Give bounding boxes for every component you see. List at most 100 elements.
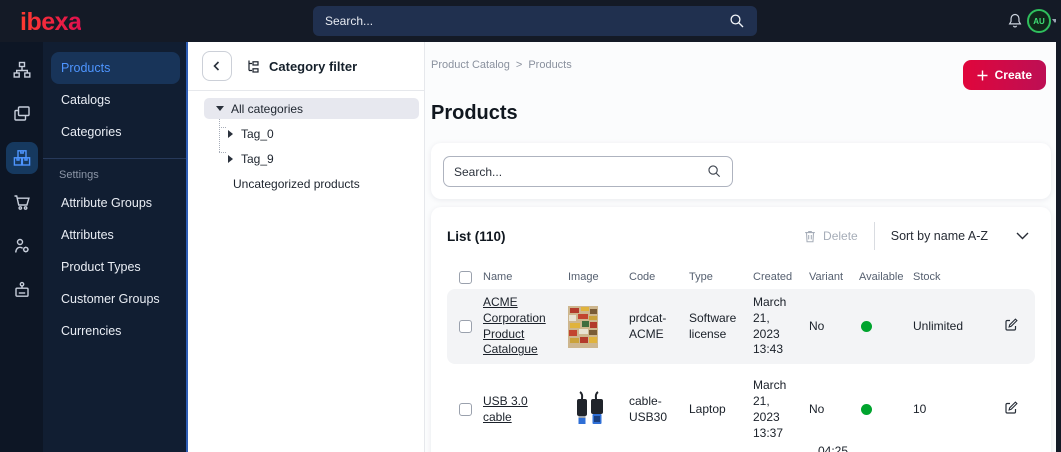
menu-item-product-types[interactable]: Product Types — [61, 260, 141, 274]
ibexa-logo: ibexa — [20, 8, 82, 36]
column-header-created[interactable]: Created — [753, 270, 793, 283]
menu-item-products[interactable]: Products — [51, 52, 180, 84]
category-filter-panel: Category filter All categories Tag_0 Tag… — [188, 42, 425, 452]
cart-icon — [14, 195, 30, 210]
product-thumbnail — [568, 305, 598, 348]
delete-button[interactable]: Delete — [803, 229, 858, 244]
category-filter-header: Category filter — [188, 42, 424, 90]
available-status-dot — [861, 321, 872, 333]
product-created: March 21, 2023 13:43 — [753, 295, 787, 357]
table-row[interactable]: USB 3.0 cable cable-USB30 Laptop March 2… — [447, 372, 1035, 447]
product-list-card: List (110) Delete Sort by name A-Z Name … — [431, 207, 1051, 452]
delete-button-label: Delete — [823, 229, 858, 243]
tree-item-tag-9[interactable]: Tag_9 — [188, 148, 424, 169]
table-header: Name Image Code Type Created Variant Ava… — [447, 265, 1035, 289]
tree-connector — [219, 152, 226, 153]
rail-item-cart[interactable] — [6, 186, 38, 218]
toolbar-divider — [873, 222, 875, 250]
breadcrumb: Product Catalog > Products — [431, 59, 572, 71]
tree-item-label: Uncategorized products — [233, 176, 360, 191]
rail-item-badge[interactable] — [6, 274, 38, 306]
column-header-available[interactable]: Available — [859, 270, 904, 283]
row-checkbox[interactable] — [459, 403, 472, 417]
edit-button[interactable] — [999, 317, 1023, 336]
product-variant: No — [809, 402, 825, 417]
user-avatar[interactable]: AU — [1027, 9, 1051, 33]
table-row[interactable]: ACME Corporation Product Catalogue prdca… — [447, 289, 1035, 365]
column-header-type[interactable]: Type — [689, 270, 713, 283]
edit-icon — [1005, 318, 1018, 331]
list-title: List (110) — [447, 228, 506, 244]
create-button[interactable]: Create — [962, 60, 1046, 90]
tree-item-uncategorized[interactable]: Uncategorized products — [188, 173, 424, 194]
category-tree-icon — [248, 60, 259, 73]
chevron-left-icon — [213, 61, 220, 71]
partial-row-created-time: 04:25 — [818, 444, 849, 452]
breadcrumb-product-catalog[interactable]: Product Catalog — [431, 59, 510, 71]
trash-icon — [805, 230, 815, 242]
window-edge-strip — [1056, 0, 1061, 452]
search-icon — [730, 14, 744, 28]
product-code: prdcat-ACME — [629, 310, 667, 341]
collapse-panel-button[interactable] — [202, 51, 232, 81]
menu-item-customer-groups[interactable]: Customer Groups — [61, 292, 160, 306]
product-type: Laptop — [689, 402, 726, 417]
list-toolbar: List (110) Delete Sort by name A-Z — [447, 207, 1035, 265]
sort-dropdown-label: Sort by name A-Z — [890, 229, 988, 243]
row-checkbox[interactable] — [459, 320, 472, 334]
list-search[interactable] — [443, 156, 733, 187]
menu-item-currencies[interactable]: Currencies — [61, 324, 122, 338]
chevron-down-icon — [1016, 232, 1029, 240]
column-header-code[interactable]: Code — [629, 270, 656, 283]
rail-item-pages[interactable] — [6, 98, 38, 130]
create-button-label: Create — [994, 68, 1032, 82]
breadcrumb-products[interactable]: Products — [528, 59, 572, 71]
column-header-stock[interactable]: Stock — [913, 270, 941, 283]
tree-item-label: Tag_0 — [241, 126, 274, 141]
tree-connector — [219, 111, 220, 152]
pages-icon — [13, 106, 30, 121]
global-search-input[interactable] — [325, 14, 729, 28]
search-icon — [708, 165, 721, 178]
page-title: Products — [431, 102, 518, 124]
product-type: Software license — [689, 310, 737, 341]
product-boxes-icon — [13, 150, 30, 166]
search-card — [431, 143, 1051, 199]
plus-icon — [977, 70, 988, 80]
product-stock: Unlimited — [913, 318, 964, 333]
breadcrumb-separator: > — [515, 59, 523, 71]
sort-dropdown[interactable]: Sort by name A-Z — [891, 229, 1035, 243]
main-content: Product Catalog > Products Create Produc… — [425, 42, 1056, 452]
rail-item-products[interactable] — [5, 142, 38, 174]
notifications-bell-icon[interactable] — [1006, 12, 1024, 30]
menu-item-catalogs[interactable]: Catalogs — [61, 93, 111, 107]
list-search-input[interactable] — [454, 164, 707, 179]
tree-item-label: Tag_9 — [241, 151, 274, 166]
column-header-name[interactable]: Name — [483, 270, 513, 283]
avatar-caret-icon — [1052, 19, 1058, 23]
rail-item-customers[interactable] — [6, 230, 38, 262]
product-thumbnail — [568, 389, 612, 430]
avatar-initials: AU — [1033, 16, 1045, 26]
select-all-checkbox[interactable] — [459, 270, 472, 284]
product-name-link[interactable]: USB 3.0 cable — [483, 394, 528, 424]
tree-item-all-categories[interactable]: All categories — [204, 98, 419, 119]
product-variant: No — [809, 318, 825, 333]
customer-settings-icon — [14, 238, 29, 253]
tree-item-tag-0[interactable]: Tag_0 — [188, 123, 424, 144]
menu-item-attribute-groups[interactable]: Attribute Groups — [61, 196, 153, 210]
edit-button[interactable] — [999, 400, 1023, 419]
caret-right-icon[interactable] — [228, 154, 233, 163]
column-header-image[interactable]: Image — [568, 270, 599, 283]
menu-item-categories[interactable]: Categories — [61, 125, 122, 139]
rail-item-content-tree[interactable] — [6, 54, 38, 86]
icon-rail — [0, 42, 43, 452]
menu-item-attributes[interactable]: Attributes — [61, 228, 114, 242]
menu-divider — [43, 158, 188, 159]
price-badge-icon — [14, 281, 29, 297]
caret-down-icon[interactable] — [216, 106, 224, 111]
column-header-variant[interactable]: Variant — [809, 270, 844, 283]
global-search[interactable] — [313, 6, 757, 36]
caret-right-icon[interactable] — [228, 129, 233, 138]
product-name-link[interactable]: ACME Corporation Product Catalogue — [483, 295, 546, 357]
